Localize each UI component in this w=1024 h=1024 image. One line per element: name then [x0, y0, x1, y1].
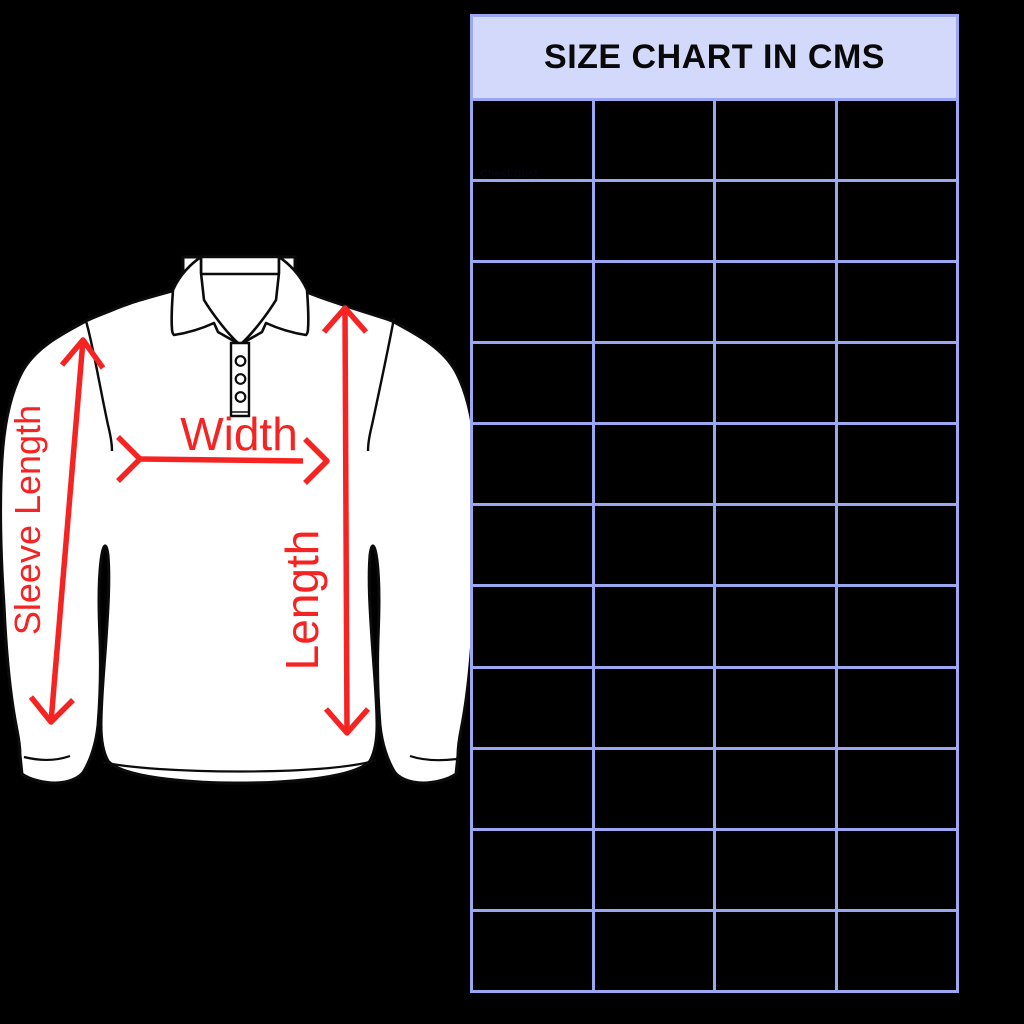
svg-text:Width: Width	[180, 408, 298, 460]
svg-text:Sleeve Length: Sleeve Length	[7, 405, 48, 635]
svg-text:Length: Length	[276, 530, 328, 671]
